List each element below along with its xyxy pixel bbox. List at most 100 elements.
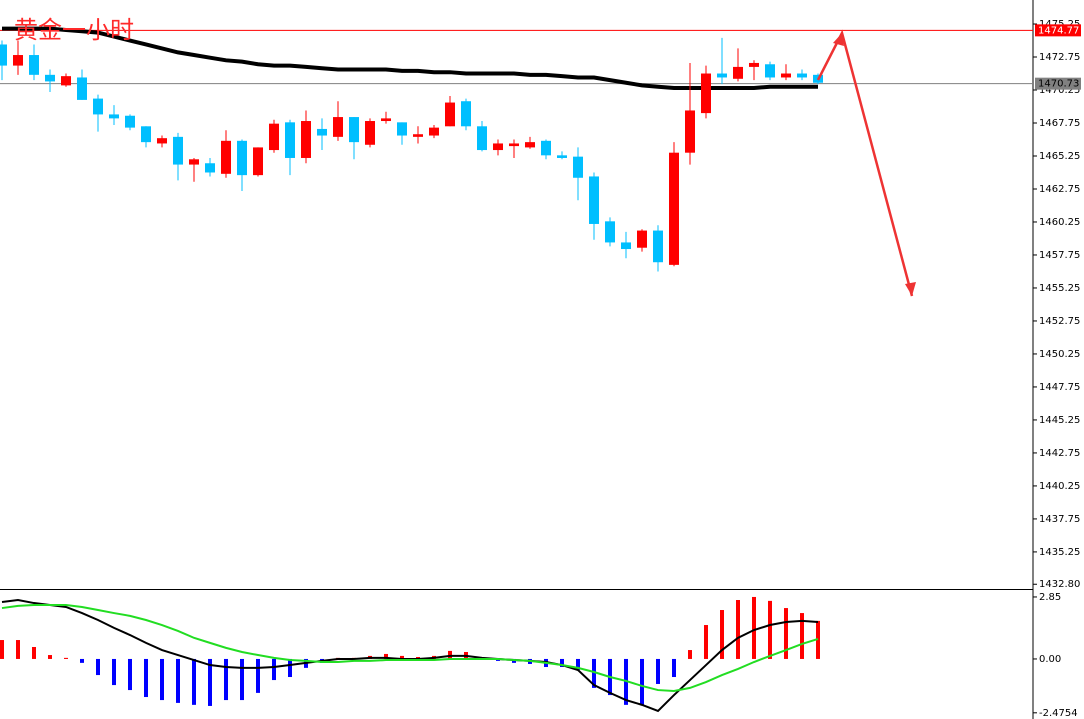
- candle-body: [413, 134, 423, 137]
- candle-body: [445, 102, 455, 127]
- candle-body: [333, 117, 343, 137]
- histogram-bar: [592, 658, 596, 688]
- histogram-bar: [656, 658, 660, 684]
- y-tick-label: 1465.25: [1039, 151, 1080, 162]
- histogram-bar: [240, 658, 244, 701]
- candle-body: [797, 73, 807, 78]
- candle-body: [29, 55, 39, 75]
- y-tick-label: 1462.75: [1039, 184, 1080, 195]
- candle-body: [493, 143, 503, 151]
- candle-body: [221, 140, 231, 174]
- candle-body: [125, 115, 135, 128]
- histogram-bar: [720, 610, 724, 659]
- y-tick-label: 1437.75: [1039, 514, 1080, 525]
- y-tick-label: 1435.25: [1039, 547, 1080, 558]
- y-tick-label: 0.00: [1039, 654, 1061, 665]
- candle-body: [157, 138, 167, 144]
- candle-body: [109, 114, 119, 119]
- histogram-bar: [112, 658, 116, 686]
- macd-line: [1, 604, 819, 692]
- arrow-head: [905, 282, 916, 296]
- candle-body: [621, 242, 631, 250]
- price-label: 1470.73: [1038, 79, 1079, 90]
- y-tick-label: 1445.25: [1039, 415, 1080, 426]
- candle-body: [0, 44, 7, 66]
- histogram-bar: [272, 658, 276, 681]
- price-label-box: [1035, 77, 1081, 90]
- candle-body: [237, 140, 247, 176]
- candle-body: [189, 159, 199, 165]
- price-label: 1474.77: [1038, 25, 1079, 36]
- candle-body: [381, 118, 391, 122]
- plot: 1475.251472.751470.251467.751465.251462.…: [0, 19, 1081, 719]
- y-tick-label: 1460.25: [1039, 217, 1080, 228]
- price-label-box: [1035, 24, 1081, 37]
- candle-body: [141, 126, 151, 143]
- histogram-bar: [64, 657, 68, 659]
- candle-body: [397, 122, 407, 136]
- y-tick-label: 1470.25: [1039, 85, 1080, 96]
- candle-body: [349, 117, 359, 143]
- candle-body: [573, 156, 583, 178]
- candle-body: [45, 74, 55, 82]
- histogram-bar: [16, 640, 20, 659]
- y-tick-label: 2.85: [1039, 592, 1061, 603]
- y-tick-label: 1442.75: [1039, 448, 1080, 459]
- histogram-bar: [800, 613, 804, 659]
- macd-line: [1, 598, 819, 713]
- histogram-bar: [80, 658, 84, 663]
- candle-body: [669, 152, 679, 265]
- y-tick-label: 1452.75: [1039, 316, 1080, 327]
- candle-body: [253, 147, 263, 176]
- candle-body: [301, 121, 311, 158]
- candle-body: [701, 73, 711, 114]
- y-tick-label: 1450.25: [1039, 349, 1080, 360]
- histogram-bar: [96, 658, 100, 676]
- y-tick-label: 1472.75: [1039, 52, 1080, 63]
- candle-body: [13, 55, 23, 66]
- candle-body: [605, 221, 615, 243]
- histogram-bar: [224, 658, 228, 701]
- candle-body: [365, 121, 375, 145]
- candle-body: [765, 64, 775, 78]
- y-tick-label: 1447.75: [1039, 382, 1080, 393]
- histogram-bar: [560, 658, 564, 668]
- histogram-bar: [576, 658, 580, 671]
- candle-body: [173, 136, 183, 165]
- candle-body: [557, 155, 567, 158]
- candle-body: [461, 101, 471, 127]
- candle-body: [205, 163, 215, 173]
- histogram-bar: [672, 658, 676, 678]
- candle-body: [637, 230, 647, 248]
- moving-average: [2, 26, 818, 91]
- candle-body: [269, 123, 279, 151]
- histogram-bar: [736, 600, 740, 659]
- candle-body: [541, 140, 551, 156]
- candle-body: [429, 127, 439, 136]
- candle-body: [317, 128, 327, 136]
- histogram-bar: [32, 646, 36, 659]
- y-tick-label: 1457.75: [1039, 250, 1080, 261]
- histogram-bar: [128, 658, 132, 691]
- y-tick-label: 1440.25: [1039, 481, 1080, 492]
- histogram-bar: [640, 658, 644, 705]
- candle-body: [749, 62, 759, 67]
- histogram-bar: [176, 658, 180, 703]
- candle-body: [717, 73, 727, 78]
- candle-body: [525, 142, 535, 148]
- candle-body: [477, 126, 487, 151]
- histogram-bar: [768, 600, 772, 659]
- histogram-bar: [160, 658, 164, 701]
- histogram-bar: [704, 625, 708, 659]
- histogram-bar: [0, 640, 4, 659]
- histogram-bar: [384, 653, 388, 659]
- arrow-head: [833, 33, 844, 46]
- histogram-bar: [400, 655, 404, 659]
- candle-body: [93, 98, 103, 115]
- y-tick-label: -2.4754: [1039, 708, 1078, 719]
- histogram-bar: [752, 596, 756, 659]
- candle-body: [77, 77, 87, 100]
